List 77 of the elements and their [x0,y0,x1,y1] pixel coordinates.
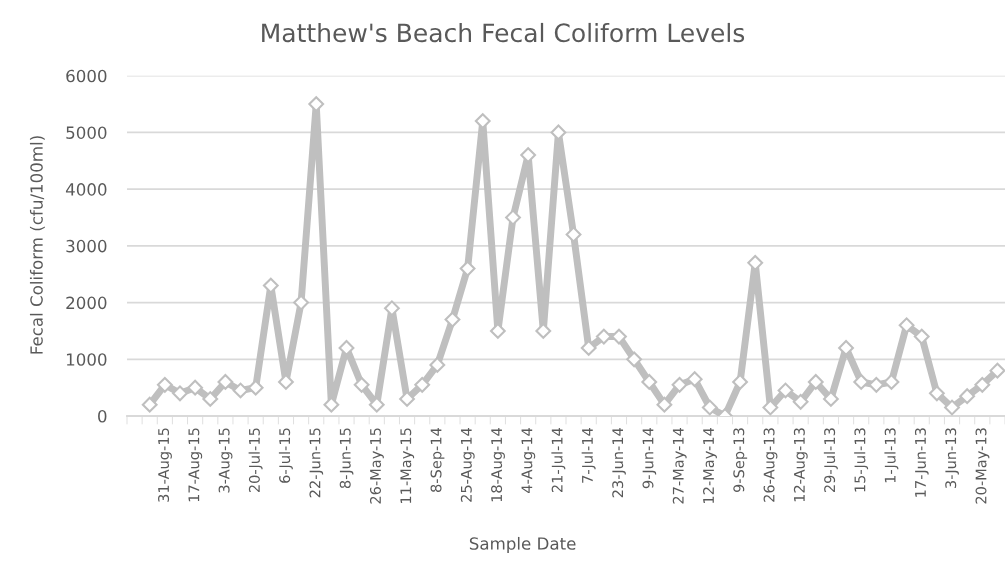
point [853,374,870,390]
point [156,376,173,393]
x-tick-label: 26-May-15 [369,428,384,504]
y-tick-label: 4000 [65,183,107,196]
x-tick-label: 20-May-13 [975,428,990,504]
x-tick-label: 15-Jul-13 [854,428,869,492]
point [792,393,809,410]
y-tick-label: 0 [98,409,107,423]
point [187,379,204,396]
x-tick-label: 12-May-14 [703,427,717,504]
point [535,323,552,339]
x-tick-label: 20-Jul-15 [248,428,263,493]
point [505,209,521,226]
point [353,376,370,393]
point [928,385,945,402]
point [202,391,219,407]
x-tick-label: 25-Aug-14 [460,427,475,502]
x-tick-label: 23-Jun-14 [612,427,626,498]
chart-title: Matthew's Beach Fecal Coliform Levels [262,22,745,43]
x-tick-label: 3-Aug-15 [218,428,233,493]
point [595,328,612,345]
point [656,396,673,413]
point [807,374,824,390]
y-tick-label: 1000 [66,353,107,366]
point [141,396,158,413]
x-tick-label: 6-Jul-15 [278,428,293,483]
x-tick-label: 9-Sep-13 [733,428,748,493]
x-tick-label: 21-Jul-14 [551,427,566,493]
point [883,374,900,390]
point [777,382,794,399]
point [429,357,446,373]
x-tick-label: 9-Jun-14 [642,427,657,489]
x-tick-label: 8-Sep-14 [430,427,445,492]
x-tick-label: 22-Jun-15 [309,428,324,498]
point [414,376,431,393]
x-tick-label: 4-Aug-14 [521,427,536,493]
x-tick-label: 3-Jun-13 [945,428,959,488]
point [959,388,976,405]
x-tick-label: 11-May-15 [400,428,415,504]
point [217,374,234,390]
x-tick-label: 31-Aug-15 [158,428,172,502]
x-tick-label: 17-Aug-15 [188,428,203,502]
point [444,311,461,328]
point [989,362,1005,379]
y-tick-label: 6000 [66,69,107,83]
point [580,340,597,356]
point [701,399,718,416]
point [399,391,415,407]
y-tick-label: 3000 [66,239,107,253]
point [671,376,688,393]
point [308,96,325,112]
y-tick-label: 2000 [66,296,107,310]
x-tick-label: 12-Aug-13 [793,428,808,502]
point [489,323,506,339]
y-tick-label: 5000 [66,126,107,139]
point [474,113,491,129]
point [172,385,188,402]
point [641,374,658,390]
x-tick-label: 26-Aug-13 [763,428,778,502]
x-tick-label: 27-May-14 [672,427,687,504]
x-tick-label: 18-Aug-14 [491,427,505,502]
x-tick-label: 17-Jun-13 [914,428,929,497]
point [611,328,627,345]
x-axis-title: Sample Date [469,536,576,554]
point [823,391,839,407]
point [944,399,960,416]
point [974,376,991,393]
point [732,374,748,390]
point [686,371,703,388]
x-tick-label: 1-Jul-13 [884,428,899,483]
point [913,328,930,345]
y-axis-title: Fecal Coliform (cfu/100ml) [29,136,45,354]
x-tick-label: 29-Jul-13 [823,428,838,493]
x-tick-label: 7-Jul-14 [581,427,596,483]
x-tick-label: 8-Jun-15 [339,428,354,489]
point [626,351,643,368]
point [278,374,294,390]
